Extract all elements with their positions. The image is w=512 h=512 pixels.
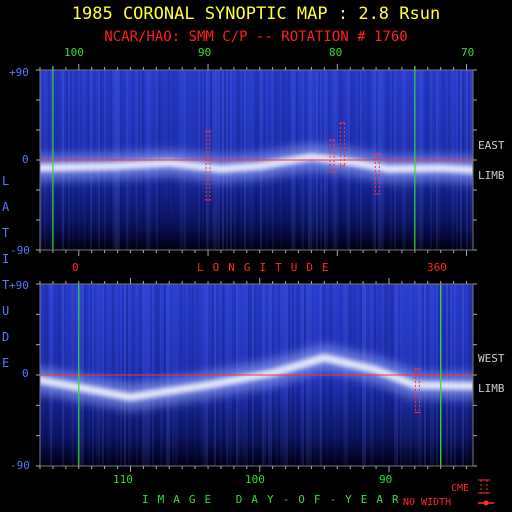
streamer-belt — [40, 353, 473, 402]
cme-marker — [374, 153, 381, 195]
bottom-axis-tick-label: 100 — [245, 473, 265, 486]
latitude-axis-letter: I — [2, 252, 10, 266]
top-axis-tick-label: 90 — [198, 46, 212, 59]
legend-no-width-label: NO WIDTH — [403, 497, 452, 508]
cme-marker — [339, 122, 346, 167]
cme-marker — [414, 368, 421, 413]
east-limb-label: LIMB — [478, 169, 505, 182]
bottom-axis-tick-label: 90 — [379, 473, 393, 486]
latitude-axis-letter: U — [2, 304, 10, 318]
lat-tick-label: -90 — [10, 459, 30, 472]
legend-no-width-symbol — [478, 500, 494, 506]
top-axis-tick-label: 100 — [64, 46, 84, 59]
legend-cme-label: CME — [451, 483, 470, 494]
cme-marker — [205, 130, 212, 201]
latitude-axis-letter: L — [2, 174, 10, 188]
lat-tick-label: -90 — [10, 244, 30, 257]
lat-tick-label: 0 — [22, 367, 29, 380]
latitude-axis-letter: E — [2, 356, 10, 370]
top-axis-tick-label: 70 — [461, 46, 475, 59]
bottom-axis-label: IMAGE DAY-OF-YEAR — [142, 493, 408, 506]
lat-tick-label: +90 — [9, 66, 29, 79]
west-limb-label: LIMB — [478, 382, 505, 395]
bottom-axis-tick-label: 110 — [113, 473, 133, 486]
chart-subtitle: NCAR/HAO: SMM C/P -- ROTATION # 1760 — [104, 29, 408, 45]
latitude-axis-letter: T — [2, 278, 10, 292]
latitude-axis-letter: T — [2, 226, 10, 240]
longitude-axis-label: LONGITUDE — [197, 261, 338, 274]
latitude-axis-letter: D — [2, 330, 10, 344]
west-limb-label: WEST — [478, 352, 505, 365]
longitude-tick-label: 360 — [427, 261, 447, 274]
lat-tick-label: 0 — [22, 153, 29, 166]
cme-marker — [329, 139, 336, 173]
legend-cme-symbol — [478, 479, 490, 494]
top-axis-tick-label: 80 — [329, 46, 343, 59]
chart-title: 1985 CORONAL SYNOPTIC MAP : 2.8 Rsun — [71, 4, 441, 24]
longitude-tick-label: 0 — [72, 261, 79, 274]
map-panel-east — [40, 66, 473, 250]
east-limb-label: EAST — [478, 139, 505, 152]
streamer-belt — [40, 152, 473, 174]
map-panel-west — [40, 284, 473, 466]
latitude-axis-letter: A — [2, 200, 10, 214]
lat-tick-label: +90 — [9, 279, 29, 292]
